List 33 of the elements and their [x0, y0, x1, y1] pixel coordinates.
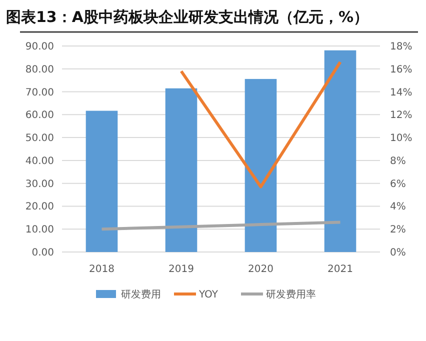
y-tick-label: 40.00: [25, 156, 54, 167]
y2-tick-label: 12%: [390, 110, 412, 122]
legend-label: 研发费用率: [266, 288, 316, 300]
y2-tick-label: 14%: [390, 87, 412, 98]
y2-tick-label: 0%: [390, 248, 406, 258]
y-tick-label: 90.00: [25, 42, 54, 52]
y2-tick-label: 10%: [390, 133, 412, 144]
y-tick-label: 20.00: [25, 202, 54, 213]
y2-tick-label: 2%: [390, 224, 406, 236]
bar: [244, 78, 277, 252]
x-tick-label: 2018: [89, 264, 114, 275]
legend-label: 研发费用: [121, 288, 161, 300]
x-tick-label: 2021: [328, 264, 353, 275]
chart-title: 图表13：A股中药板块企业研发支出情况（亿元，%）: [6, 8, 369, 26]
bar: [324, 50, 356, 252]
y-tick-label: 60.00: [25, 110, 54, 122]
legend-label: YOY: [198, 290, 219, 300]
line-series: [100, 220, 342, 231]
y-tick-label: 10.00: [25, 224, 54, 236]
y2-tick-label: 16%: [390, 64, 412, 76]
y2-tick-label: 8%: [390, 156, 406, 167]
y2-tick-label: 4%: [390, 202, 406, 213]
y2-tick-label: 6%: [390, 178, 406, 190]
x-tick-label: 2019: [168, 264, 194, 275]
x-tick-label: 2020: [248, 264, 274, 275]
y-tick-label: 70.00: [25, 87, 54, 98]
bar: [86, 110, 118, 252]
bar: [165, 88, 198, 252]
y-tick-label: 80.00: [25, 64, 54, 76]
y-tick-label: 50.00: [25, 133, 54, 144]
y-tick-label: 30.00: [25, 178, 54, 190]
y-tick-label: 0.00: [32, 248, 54, 258]
y2-tick-label: 18%: [390, 42, 412, 52]
